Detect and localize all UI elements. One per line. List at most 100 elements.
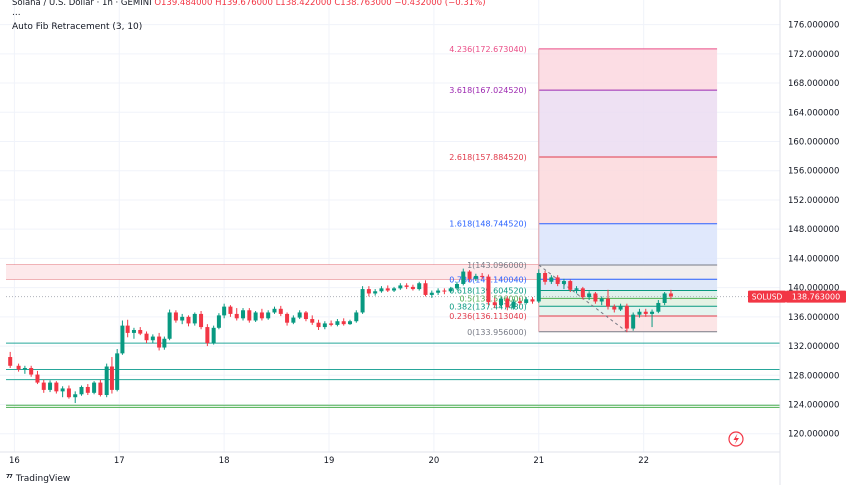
candle-body xyxy=(253,312,258,321)
candle-body xyxy=(54,382,59,392)
candle-body xyxy=(120,325,125,354)
candle-body xyxy=(543,273,548,282)
y-tick-label: 148.000000 xyxy=(788,225,839,235)
candle-body xyxy=(492,302,497,306)
candle-body xyxy=(467,271,472,279)
x-tick-label: 21 xyxy=(533,456,544,466)
symbol-tag-label: SOLUSD xyxy=(752,293,783,302)
fib-zone xyxy=(538,279,718,291)
candle-body xyxy=(341,321,346,325)
candle-body xyxy=(643,311,648,314)
candle-body xyxy=(354,312,359,322)
candle-body xyxy=(511,301,516,308)
candle-body xyxy=(530,299,535,302)
candle-body xyxy=(486,276,491,303)
y-tick-label: 156.000000 xyxy=(788,167,839,177)
candle-body xyxy=(66,388,71,398)
candle-body xyxy=(505,298,510,308)
candle-body xyxy=(138,329,143,334)
candle-body xyxy=(398,285,403,289)
candle-body xyxy=(272,308,277,313)
candle-body xyxy=(222,306,227,316)
y-tick-label: 172.000000 xyxy=(788,50,839,60)
lightning-bolt xyxy=(733,433,739,445)
candle-body xyxy=(335,321,340,325)
candle-body xyxy=(199,313,204,328)
candle-body xyxy=(115,353,120,390)
indicator-label[interactable]: Auto Fib Retracement (3, 10) xyxy=(12,22,143,32)
x-tick-label: 19 xyxy=(324,456,335,466)
candle-body xyxy=(499,298,504,306)
candle-body xyxy=(373,291,378,294)
candle-body xyxy=(348,321,352,325)
fib-level-label: 3.618(167.024520) xyxy=(449,86,527,95)
candle-body xyxy=(29,367,34,375)
fib-zone xyxy=(538,298,718,307)
symbol-name: Solana / U.S. Dollar · 1h · GEMINI xyxy=(12,0,152,8)
candle-body xyxy=(310,319,315,323)
tradingview-branding[interactable]: ⁷⁷ TradingView xyxy=(6,474,70,484)
candle-body xyxy=(637,311,642,315)
candle-body xyxy=(329,323,334,325)
candle-body xyxy=(303,312,308,320)
candle-body xyxy=(517,301,522,303)
candle-body xyxy=(379,288,384,292)
candle-body xyxy=(612,306,617,310)
candle-body xyxy=(48,382,53,390)
candle-body xyxy=(216,315,221,328)
fib-zone xyxy=(538,223,718,266)
candle-body xyxy=(73,394,78,398)
candle-body xyxy=(668,293,673,297)
tradingview-name: TradingView xyxy=(15,474,71,484)
candle-body xyxy=(162,338,167,348)
fib-level-label: 0(133.956000) xyxy=(467,328,527,337)
tradingview-logo-icon: ⁷⁷ xyxy=(6,474,13,484)
candle-body xyxy=(266,312,271,319)
fib-level-label: 4.236(172.673040) xyxy=(449,45,527,54)
candle-body xyxy=(144,333,149,341)
y-tick-label: 124.000000 xyxy=(788,401,839,411)
candle-body xyxy=(618,305,623,310)
candle-body xyxy=(8,357,13,366)
fib-zone xyxy=(538,90,718,157)
candle-body xyxy=(125,325,130,333)
fib-zone xyxy=(538,156,718,224)
y-tick-label: 164.000000 xyxy=(788,108,839,118)
candle-body xyxy=(454,283,459,289)
candle-body xyxy=(98,382,103,396)
candle-body xyxy=(587,293,592,298)
fib-zone xyxy=(538,265,718,280)
fib-level-label: 0.382(137.447480) xyxy=(449,302,527,311)
open-value: O139.484000 xyxy=(154,0,213,8)
candle-body xyxy=(473,275,478,279)
candle-body xyxy=(186,316,191,324)
candle-body xyxy=(423,283,428,295)
candle-body xyxy=(599,298,604,302)
candle-body xyxy=(650,311,655,314)
candle-body xyxy=(524,299,529,303)
x-tick-label: 22 xyxy=(638,456,649,466)
fib-level-label: 1(143.096000) xyxy=(467,261,527,270)
lightning-icon[interactable] xyxy=(728,431,744,447)
candle-body xyxy=(285,313,290,323)
fib-level-label: 0.236(136.113040) xyxy=(449,312,527,321)
candle-body xyxy=(192,313,197,324)
x-tick-label: 18 xyxy=(219,456,230,466)
candle-body xyxy=(429,292,434,295)
candle-body xyxy=(448,288,453,292)
candle-body xyxy=(104,366,109,396)
candle-body xyxy=(60,388,65,392)
symbol-header: Solana / U.S. Dollar · 1h · GEMINI O139.… xyxy=(12,0,486,8)
more-dots[interactable]: ... xyxy=(12,8,21,18)
candle-body xyxy=(442,290,447,292)
candle-body xyxy=(549,277,554,282)
candle-body xyxy=(461,271,466,284)
candle-body xyxy=(392,288,397,291)
candle-body xyxy=(180,316,185,321)
candle-body xyxy=(173,312,178,321)
candle-body xyxy=(228,306,233,314)
y-tick-label: 136.000000 xyxy=(788,313,839,323)
candle-body xyxy=(410,286,415,290)
candle-body xyxy=(41,382,46,390)
